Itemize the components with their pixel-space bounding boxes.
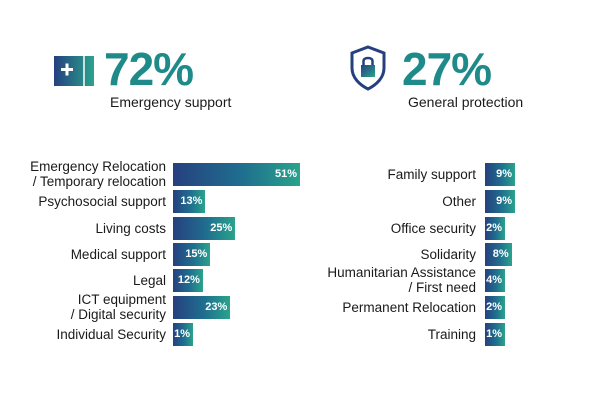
bar: 9%	[485, 189, 515, 213]
category-label: Solidarity	[420, 246, 476, 262]
bar-value-label: 15%	[185, 247, 208, 260]
emergency-support-label: Emergency support	[110, 94, 232, 110]
bar: 15%	[173, 242, 211, 266]
category-label: Humanitarian Assistance / First need	[327, 265, 476, 295]
category-label: Permanent Relocation	[342, 299, 476, 315]
bar: 2%	[485, 295, 505, 319]
bar-value-label: 1%	[486, 327, 502, 340]
bar-value-label: 13%	[180, 194, 203, 207]
bar: 51%	[173, 162, 300, 186]
general-protection-percent: 27%	[402, 43, 492, 95]
bar: 8%	[485, 242, 512, 266]
general-protection-panel: 27% General protection Family support 9% O…	[302, 0, 604, 400]
bar: 2%	[485, 216, 505, 240]
category-label: Individual Security	[56, 326, 166, 342]
bar-value-label: 4%	[486, 273, 502, 286]
bar-value-label: 8%	[492, 247, 509, 260]
category-label: Family support	[387, 166, 476, 182]
bar-value-label: 1%	[174, 327, 190, 340]
category-label: Legal	[132, 272, 166, 288]
bar: 23%	[173, 295, 231, 319]
general-protection-bar-chart: Family support 9% Other 9% Office security 2%…	[302, 0, 604, 400]
category-label: Psychosocial support	[38, 193, 166, 209]
emergency-support-percent: 72%	[104, 43, 194, 95]
emergency-support-bar-chart: Emergency Relocation / Temporary relocat…	[30, 159, 300, 346]
bar-value-label: 25%	[210, 221, 233, 234]
general-protection-label: General protection	[408, 94, 524, 110]
emergency-support-panel: 72% Emergency support Emergency Relocati…	[30, 43, 300, 346]
bar: 4%	[485, 268, 505, 292]
category-label: Medical support	[70, 246, 166, 262]
bar: 1%	[173, 322, 193, 346]
bar: 25%	[173, 216, 236, 240]
bar: 9%	[485, 162, 515, 186]
bar-value-label: 2%	[486, 221, 502, 234]
category-label: ICT equipment / Digital security	[70, 292, 166, 322]
bar-value-label: 12%	[177, 273, 200, 286]
category-label: Office security	[390, 220, 476, 236]
bar-value-label: 23%	[205, 300, 228, 313]
bar-value-label: 2%	[486, 300, 502, 313]
category-label: Emergency Relocation / Temporary relocat…	[30, 159, 166, 189]
bar: 13%	[173, 189, 206, 213]
medical-kit-icon	[52, 50, 96, 90]
category-label: Other	[442, 193, 476, 209]
category-label: Living costs	[95, 220, 166, 236]
bar: 1%	[485, 322, 505, 346]
bar-value-label: 9%	[496, 194, 512, 207]
bar-value-label: 9%	[496, 167, 512, 180]
bar: 12%	[173, 268, 203, 292]
shield-lock-icon	[348, 44, 388, 92]
category-label: Training	[427, 326, 476, 342]
bar-value-label: 51%	[274, 167, 297, 180]
